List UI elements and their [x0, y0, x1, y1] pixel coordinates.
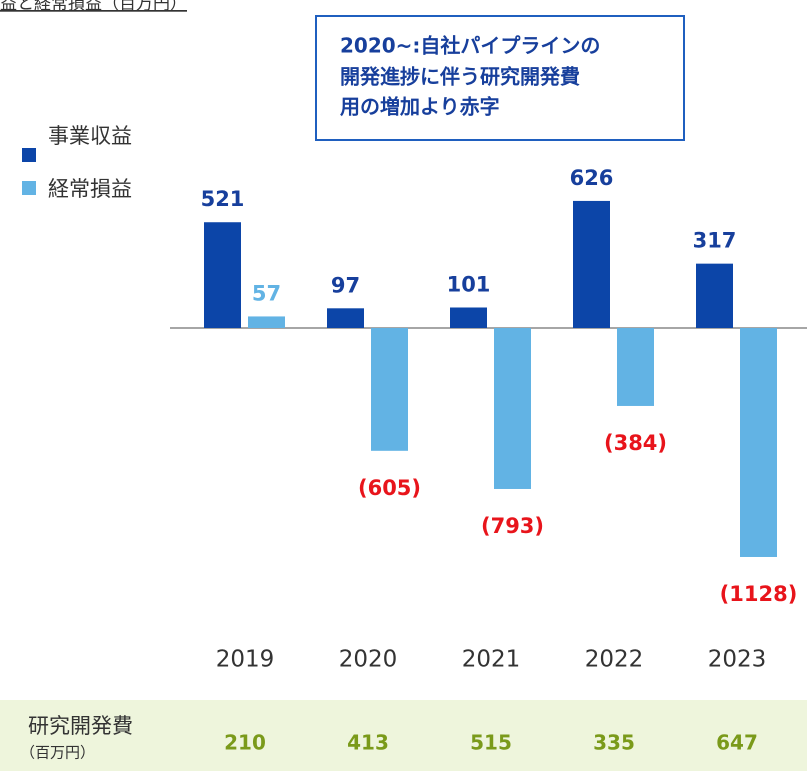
bar	[248, 316, 285, 328]
bar	[617, 328, 654, 406]
annotation: 開発進捗に伴う研究開発費	[340, 65, 580, 89]
x-tick-label: 2023	[708, 647, 767, 673]
value-label: (1128)	[720, 582, 798, 606]
value-label: 626	[570, 166, 614, 190]
table-label: 研究開発費	[28, 714, 133, 738]
annotation-box	[315, 15, 685, 141]
annotation: 2020~:自社パイプラインの	[340, 34, 600, 58]
value-label: (384)	[604, 431, 667, 455]
table-value: 647	[716, 731, 758, 755]
bar	[327, 308, 364, 328]
bar	[573, 200, 610, 328]
x-tick-label: 2022	[585, 647, 644, 673]
legend-label: 事業収益	[48, 124, 132, 148]
bar	[494, 328, 531, 489]
table-value: 515	[470, 731, 512, 755]
bar	[740, 328, 777, 557]
legend-label: 経常損益	[48, 177, 132, 201]
table-background	[0, 700, 807, 771]
x-tick-label: 2021	[462, 647, 521, 673]
value-label: 101	[447, 272, 491, 296]
value-label: 521	[201, 187, 245, 211]
value-label: 317	[693, 229, 737, 253]
table-unit: （百万円）	[20, 744, 95, 762]
annotation: 用の増加より赤字	[340, 95, 500, 119]
value-label: 57	[252, 281, 281, 305]
x-tick-label: 2020	[339, 647, 398, 673]
bar	[371, 328, 408, 451]
bar	[696, 263, 733, 328]
table-value: 335	[593, 731, 635, 755]
x-tick-label: 2019	[216, 647, 275, 673]
value-label: (605)	[358, 476, 421, 500]
bar	[450, 307, 487, 328]
legend-swatch	[22, 148, 36, 162]
value-label: 97	[331, 273, 360, 297]
table-value: 413	[347, 731, 389, 755]
legend-swatch	[22, 181, 36, 195]
value-label: (793)	[481, 514, 544, 538]
table-value: 210	[224, 731, 266, 755]
chart-title: 益と経常損益（百万円）	[0, 0, 187, 14]
bar	[204, 222, 241, 328]
